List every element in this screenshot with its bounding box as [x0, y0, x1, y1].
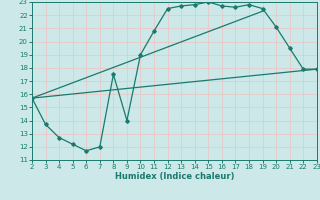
X-axis label: Humidex (Indice chaleur): Humidex (Indice chaleur) [115, 172, 234, 181]
